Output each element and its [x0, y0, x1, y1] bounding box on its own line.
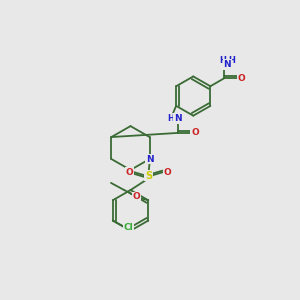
Text: O: O — [133, 192, 140, 201]
Text: O: O — [237, 74, 245, 83]
Text: N: N — [174, 114, 182, 123]
Text: H: H — [228, 56, 235, 65]
Text: H: H — [167, 114, 174, 123]
Text: O: O — [125, 168, 133, 177]
Text: S: S — [145, 171, 152, 181]
Text: O: O — [164, 168, 171, 177]
Text: N: N — [224, 60, 231, 69]
Text: H: H — [220, 56, 226, 65]
Text: O: O — [191, 128, 199, 137]
Text: N: N — [146, 154, 153, 164]
Text: Cl: Cl — [124, 223, 133, 232]
